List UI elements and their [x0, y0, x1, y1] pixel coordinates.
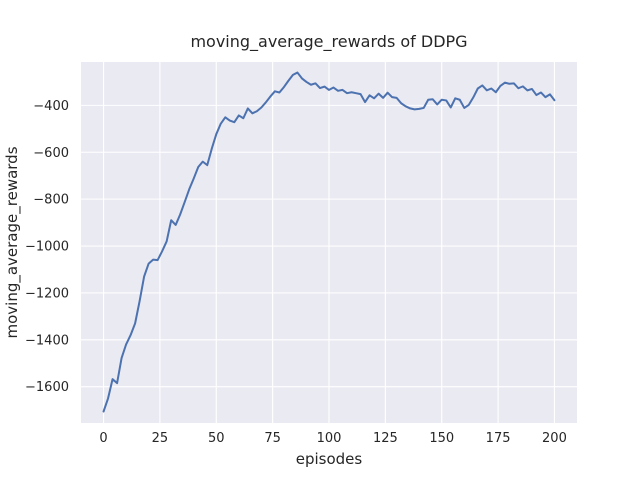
y-tick-labels: −400 −600 −800 −1000 −1200 −1400 −1600 — [25, 99, 69, 395]
y-tick-label: −800 — [33, 193, 69, 208]
y-tick-label: −1200 — [25, 286, 69, 301]
x-tick-label: 150 — [429, 431, 454, 446]
y-axis-label: moving_average_rewards — [3, 146, 22, 338]
x-axis-label: episodes — [296, 450, 363, 468]
x-tick-labels: 0 25 50 75 100 125 150 175 200 — [99, 431, 566, 446]
x-tick-label: 75 — [264, 431, 281, 446]
x-tick-label: 0 — [99, 431, 107, 446]
gridlines — [81, 62, 577, 423]
x-tick-label: 25 — [152, 431, 169, 446]
x-tick-label: 125 — [373, 431, 398, 446]
y-tick-label: −1000 — [25, 240, 69, 255]
y-tick-label: −600 — [33, 146, 69, 161]
ddpg-reward-line — [102, 71, 556, 413]
x-tick-label: 100 — [317, 431, 342, 446]
x-tick-label: 200 — [542, 431, 567, 446]
y-tick-label: −1400 — [25, 333, 69, 348]
x-tick-label: 175 — [486, 431, 511, 446]
y-tick-label: −400 — [33, 99, 69, 114]
y-tick-label: −1600 — [25, 380, 69, 395]
x-tick-label: 50 — [208, 431, 225, 446]
chart-title: moving_average_rewards of DDPG — [190, 32, 467, 52]
